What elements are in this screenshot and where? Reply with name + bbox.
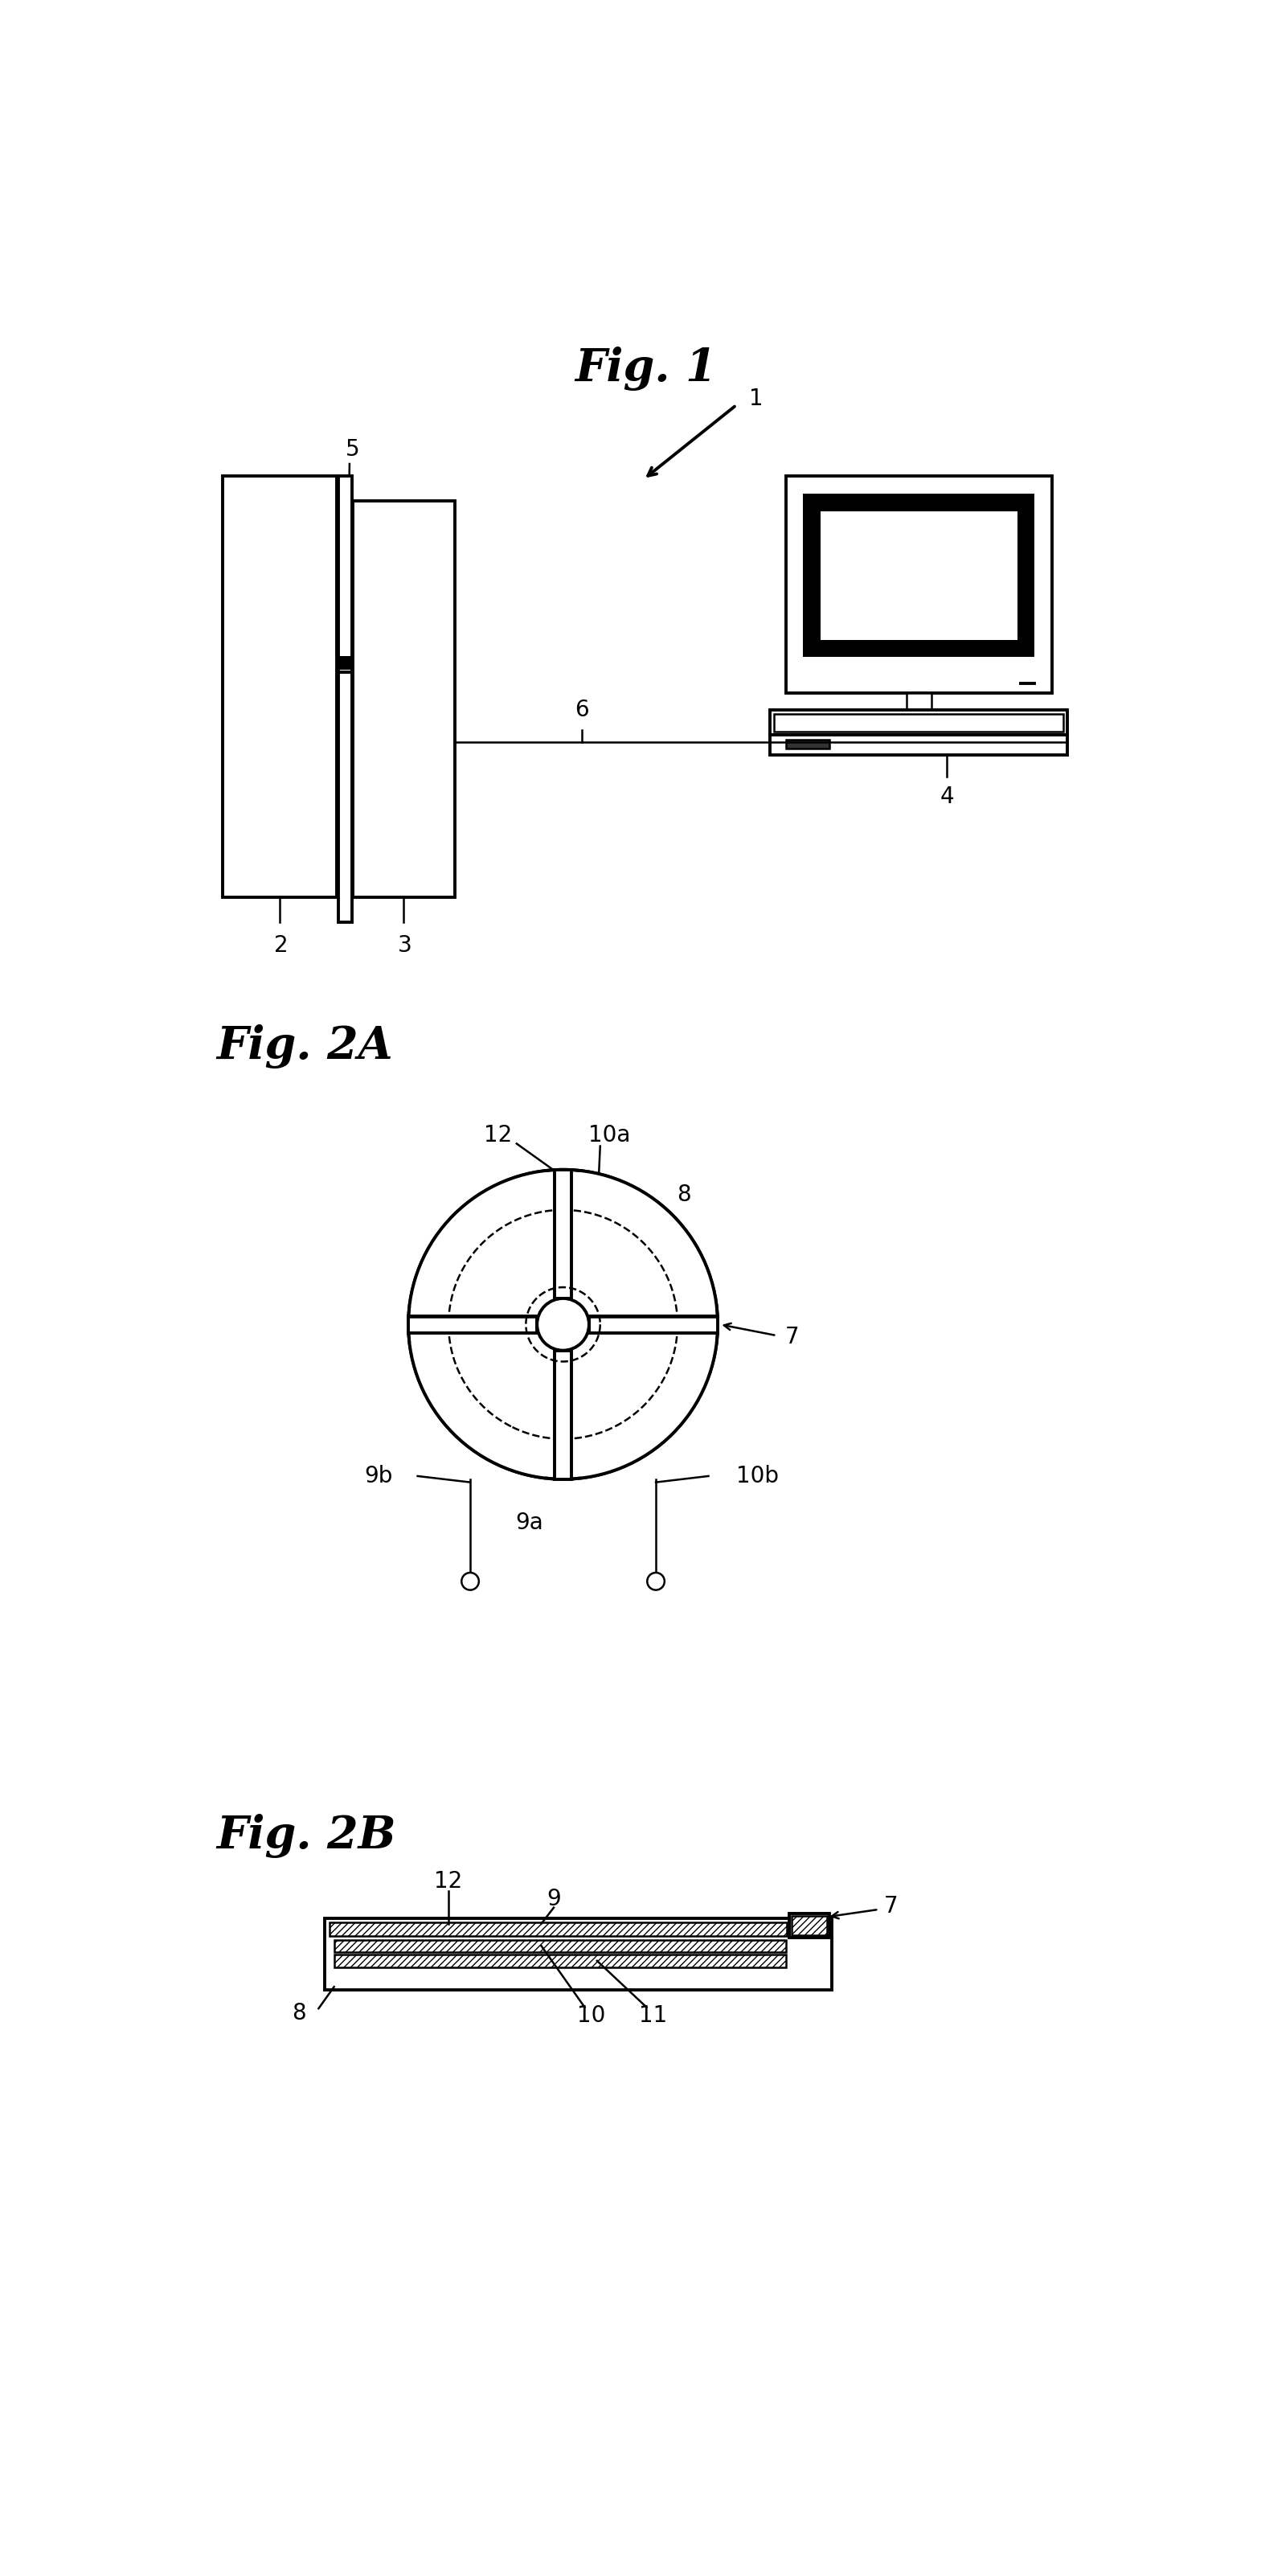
Text: 8: 8: [677, 1182, 691, 1206]
Text: 10: 10: [576, 2004, 605, 2027]
Text: 1: 1: [749, 386, 763, 410]
Bar: [770, 734, 1067, 755]
Text: 9b: 9b: [364, 1466, 393, 1486]
Bar: [821, 510, 1018, 639]
Circle shape: [409, 1170, 718, 1479]
Text: 3: 3: [398, 935, 412, 956]
Text: 2: 2: [275, 935, 289, 956]
Polygon shape: [410, 1170, 560, 1321]
Text: Fig. 1: Fig. 1: [575, 345, 718, 392]
Bar: [774, 714, 1064, 732]
Bar: [329, 1922, 787, 1937]
Bar: [803, 495, 1034, 657]
Polygon shape: [555, 1350, 571, 1479]
Bar: [334, 1940, 786, 1953]
Bar: [786, 477, 1052, 693]
Polygon shape: [566, 1170, 716, 1321]
Text: 5: 5: [346, 438, 359, 461]
Bar: [789, 1914, 830, 1937]
Polygon shape: [566, 1327, 716, 1479]
Bar: [325, 1919, 832, 1989]
Bar: [334, 1955, 786, 1968]
Text: 6: 6: [575, 698, 589, 721]
Text: 10b: 10b: [736, 1466, 779, 1486]
Polygon shape: [410, 1327, 560, 1479]
Polygon shape: [409, 1316, 537, 1332]
Bar: [338, 477, 352, 922]
Text: 9a: 9a: [514, 1512, 543, 1533]
Circle shape: [647, 1574, 665, 1589]
Circle shape: [462, 1574, 479, 1589]
Text: 11: 11: [638, 2004, 667, 2027]
Text: Fig. 2B: Fig. 2B: [217, 1814, 396, 1857]
Bar: [907, 693, 931, 711]
Bar: [786, 739, 830, 750]
Polygon shape: [589, 1316, 718, 1332]
Text: 7: 7: [884, 1896, 898, 1917]
Bar: [337, 670, 353, 675]
Text: 8: 8: [293, 2002, 306, 2025]
Text: 12: 12: [484, 1123, 512, 1146]
Text: 7: 7: [784, 1327, 799, 1347]
Bar: [223, 477, 337, 896]
Circle shape: [537, 1298, 589, 1350]
Text: 10a: 10a: [589, 1123, 630, 1146]
Bar: [337, 657, 353, 670]
Bar: [792, 1917, 827, 1935]
Bar: [353, 502, 455, 896]
Text: 12: 12: [434, 1870, 463, 1893]
Text: 9: 9: [546, 1888, 561, 1911]
Polygon shape: [555, 1170, 571, 1298]
Bar: [770, 711, 1067, 734]
Text: 4: 4: [939, 786, 953, 809]
Text: Fig. 2A: Fig. 2A: [217, 1025, 393, 1069]
